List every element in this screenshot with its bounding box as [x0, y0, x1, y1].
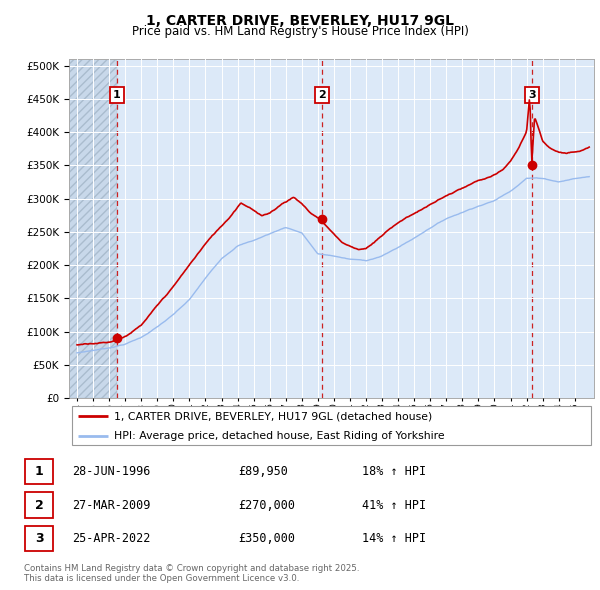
- Text: £270,000: £270,000: [238, 499, 295, 512]
- Text: 25-APR-2022: 25-APR-2022: [72, 532, 151, 545]
- Text: 2: 2: [317, 90, 325, 100]
- Text: Price paid vs. HM Land Registry's House Price Index (HPI): Price paid vs. HM Land Registry's House …: [131, 25, 469, 38]
- FancyBboxPatch shape: [25, 526, 53, 551]
- Text: 1: 1: [35, 465, 44, 478]
- Text: £350,000: £350,000: [238, 532, 295, 545]
- Text: 14% ↑ HPI: 14% ↑ HPI: [362, 532, 427, 545]
- Text: HPI: Average price, detached house, East Riding of Yorkshire: HPI: Average price, detached house, East…: [113, 431, 444, 441]
- Text: Contains HM Land Registry data © Crown copyright and database right 2025.
This d: Contains HM Land Registry data © Crown c…: [24, 563, 359, 583]
- Text: 18% ↑ HPI: 18% ↑ HPI: [362, 465, 427, 478]
- Text: 1, CARTER DRIVE, BEVERLEY, HU17 9GL: 1, CARTER DRIVE, BEVERLEY, HU17 9GL: [146, 14, 454, 28]
- Text: 28-JUN-1996: 28-JUN-1996: [72, 465, 151, 478]
- FancyBboxPatch shape: [25, 493, 53, 517]
- Bar: [69, 59, 117, 398]
- FancyBboxPatch shape: [71, 406, 592, 445]
- Text: 41% ↑ HPI: 41% ↑ HPI: [362, 499, 427, 512]
- Text: £89,950: £89,950: [238, 465, 288, 478]
- Text: 3: 3: [35, 532, 44, 545]
- Text: 2: 2: [35, 499, 44, 512]
- Text: 27-MAR-2009: 27-MAR-2009: [72, 499, 151, 512]
- Text: 1, CARTER DRIVE, BEVERLEY, HU17 9GL (detached house): 1, CARTER DRIVE, BEVERLEY, HU17 9GL (det…: [113, 411, 432, 421]
- FancyBboxPatch shape: [25, 459, 53, 484]
- Text: 3: 3: [528, 90, 536, 100]
- Text: 1: 1: [113, 90, 121, 100]
